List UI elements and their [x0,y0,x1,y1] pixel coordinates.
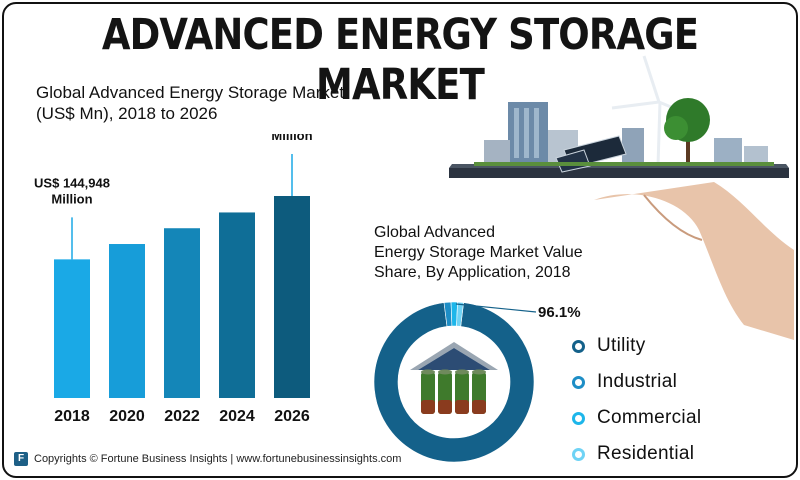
donut-chart-title-line-3: Share, By Application, 2018 [374,264,571,281]
city-hand-illustration [449,55,794,340]
bar-2020 [109,244,145,398]
legend-marker-icon [572,375,585,389]
donut-chart-title-line-2: Energy Storage Market Value [374,244,583,261]
bar-2024 [219,212,255,398]
legend-label: Industrial [597,371,678,392]
donut-chart-title: Global Advanced Energy Storage Market Va… [374,223,583,283]
legend-item-utility: Utility [572,328,701,364]
donut-chart-title-line-1: Global Advanced [374,224,495,241]
legend-label: Commercial [597,407,702,428]
page-title: ADVANCED ENERGY STORAGE MARKET [101,10,699,110]
x-tick-label: 2020 [109,408,145,425]
bar-2022 [164,228,200,398]
x-tick-label: 2018 [54,408,90,425]
donut-chart [373,301,537,463]
bar-value-label: Million [51,191,92,206]
footer: F Copyrights © Fortune Business Insights… [14,452,401,466]
x-tick-label: 2024 [219,408,255,425]
legend-marker-icon [572,339,585,353]
bar-value-label: US$ 144,948 [34,175,110,190]
legend-label: Utility [597,335,646,356]
legend-marker-icon [572,447,585,461]
legend-item-industrial: Industrial [572,364,701,400]
fortune-business-insights-logo-icon: F [14,452,28,466]
x-tick-label: 2026 [274,408,310,425]
legend-item-residential: Residential [572,436,701,472]
bar-value-label: Million [271,134,312,143]
bar-chart-title: Global Advanced Energy Storage Market (U… [36,82,344,124]
donut-slice-residential [456,301,464,327]
x-tick-label: 2022 [164,408,200,425]
bar-chart-title-line-1: Global Advanced Energy Storage Market [36,83,345,102]
legend-label: Residential [597,443,695,464]
donut-leader-line [455,303,537,313]
legend-marker-icon [572,411,585,425]
donut-legend: Utility Industrial Commercial Residentia… [572,328,701,472]
bar-2018 [54,259,90,398]
bar-2026 [274,196,310,398]
utility-share-label: 96.1% [538,304,581,321]
battery-house-icon [410,342,498,414]
footer-copyright: Copyrights © Fortune Business Insights |… [34,453,402,465]
donut-slice-utility [373,302,535,463]
bar-chart-title-line-2: (US$ Mn), 2018 to 2026 [36,104,218,123]
legend-item-commercial: Commercial [572,400,701,436]
